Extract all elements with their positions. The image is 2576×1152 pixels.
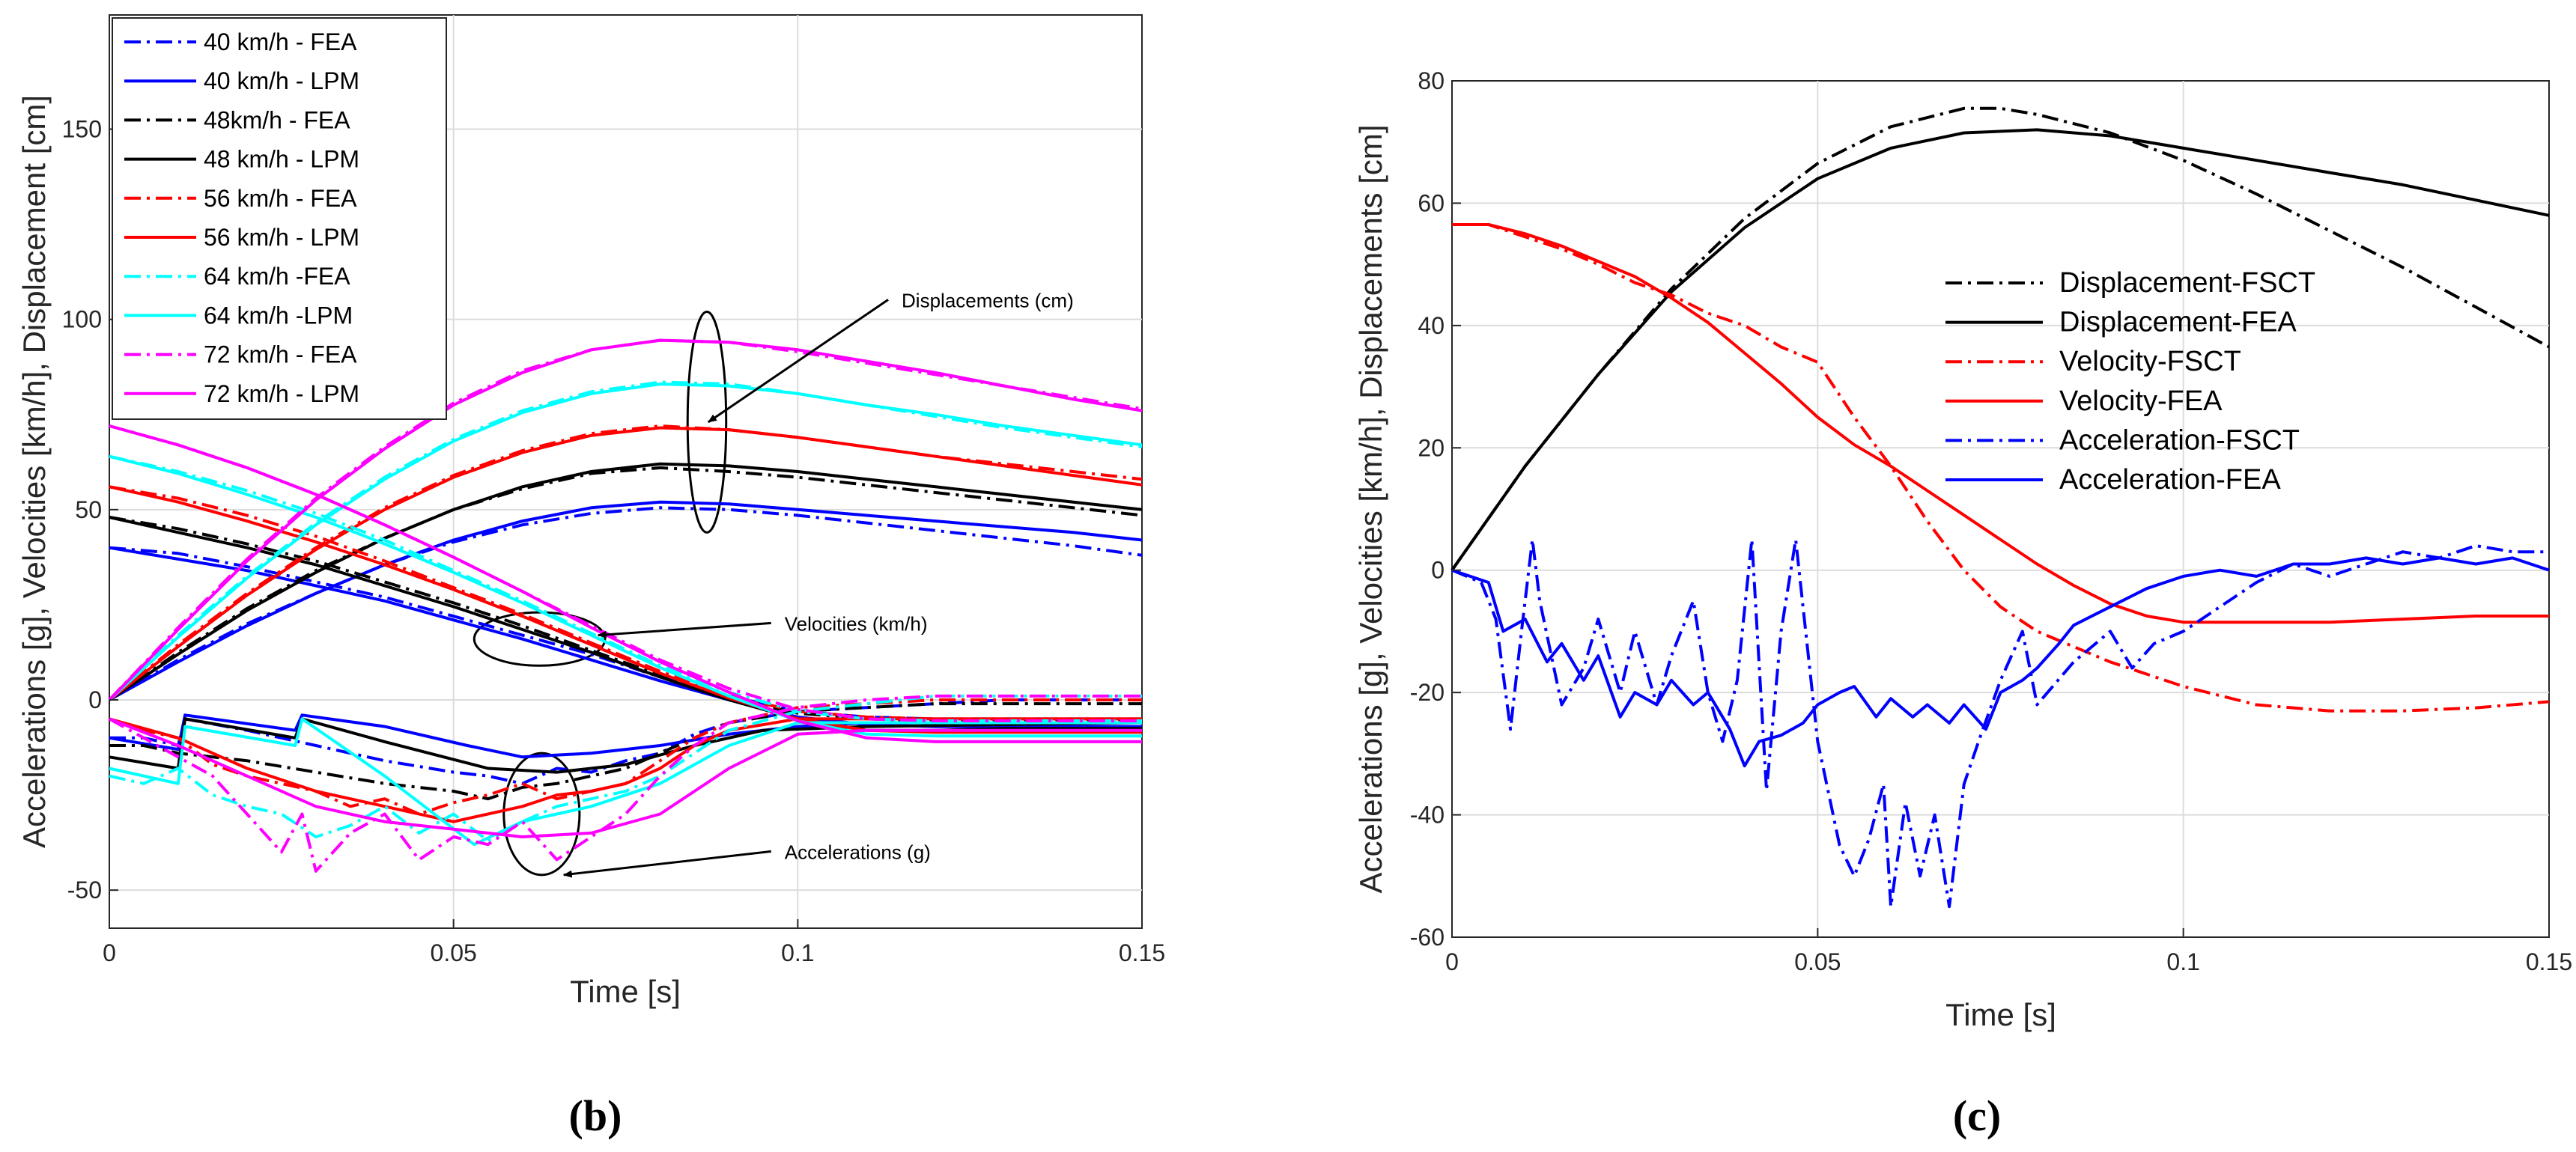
line-c-acceleration-fea: [1451, 556, 2550, 768]
line-b-disp-72-km-h-lpm: [108, 338, 1143, 701]
annotation-arrow-1: [597, 621, 771, 639]
chart-c-ytick-label: -20: [1410, 679, 1445, 706]
legend-b-label-0: 40 km/h - FEA: [204, 28, 357, 55]
line-b-acc-72-km-h-lpm: [109, 717, 1142, 838]
line-b-disp-48-km-h-lpm: [108, 462, 1143, 701]
chart-b-annotations: Displacements (cm) Velocities (km/h) Accel…: [562, 289, 1074, 878]
chart-c-legend: Displacement-FSCT Displacement-FEA Velocit…: [1945, 267, 2315, 496]
chart-b-xtick-label: 0.1: [781, 939, 814, 966]
chart-b-ticks: 0 0.05 0.1 0.15 -50 0 50 100 150: [62, 116, 1166, 967]
line-b-acc-72-km-h-fea: [109, 694, 1142, 873]
chart-c-background: [1451, 80, 2550, 938]
annotation-label-0: Displacements (cm): [902, 289, 1074, 311]
chart-c: 0 0.05 0.1 0.15 -60 -40 -20 0 20 40 60 80 Displacem…: [1353, 67, 2572, 1140]
chart-c-series: [1450, 106, 2550, 909]
legend-b-label-9: 72 km/h - LPM: [204, 380, 359, 407]
line-b-acc-64-km-h-fea: [109, 694, 1142, 843]
line-b-disp-40-km-h-lpm: [109, 500, 1143, 701]
annotation-ellipse-0: [686, 311, 728, 534]
chart-b-ytick-label: 100: [62, 306, 102, 333]
chart-b-xlabel: Time [s]: [570, 974, 681, 1009]
chart-c-xtick-label: 0.15: [2526, 948, 2572, 975]
chart-c-ytick-label: 20: [1418, 434, 1445, 461]
chart-b: Displacements (cm) Velocities (km/h) Accel…: [16, 14, 1166, 1140]
legend-b-label-7: 64 km/h -LPM: [204, 302, 353, 329]
legend-b-label-4: 56 km/h - FEA: [204, 185, 357, 212]
annotation-label-1: Velocities (km/h): [785, 612, 928, 635]
chart-c-xtick-label: 0.1: [2166, 948, 2199, 975]
chart-b-xtick-label: 0.05: [431, 939, 477, 966]
chart-b-ytick-label: 150: [62, 116, 102, 143]
chart-c-ylabel: Accelerations [g], Velocities [km/h], Di…: [1353, 124, 1388, 893]
chart-c-ytick-label: 80: [1418, 67, 1445, 94]
legend-c-label-1: Displacement-FEA: [2059, 307, 2297, 338]
legend-b-label-1: 40 km/h - LPM: [204, 67, 359, 94]
chart-b-series: [108, 338, 1143, 873]
chart-c-ytick-label: 0: [1431, 557, 1445, 584]
legend-b-label-6: 64 km/h -FEA: [204, 263, 350, 290]
chart-c-xtick-label: 0.05: [1794, 948, 1841, 975]
legend-b-label-8: 72 km/h - FEA: [204, 341, 357, 368]
annotation-arrow-2: [562, 850, 771, 878]
line-b-vel-64-km-h-lpm: [109, 454, 1142, 738]
chart-b-ytick-label: -50: [67, 877, 102, 903]
line-b-vel-56-km-h-fea: [109, 485, 1142, 721]
chart-b-ylabel: Accelerations [g], Velocities [km/h], Di…: [16, 95, 52, 848]
line-b-vel-72-km-h-lpm: [109, 424, 1142, 743]
legend-c-label-4: Acceleration-FSCT: [2059, 424, 2300, 456]
annotation-ellipse-2: [502, 752, 581, 877]
legend-b-label-5: 56 km/h - LPM: [204, 224, 359, 251]
annotation-label-2: Accelerations (g): [785, 841, 931, 863]
line-c-displacement-fea: [1450, 128, 2550, 571]
line-b-disp-64-km-h-fea: [108, 380, 1143, 701]
chart-b-ytick-label: 50: [75, 496, 102, 523]
legend-c-label-2: Velocity-FSCT: [2059, 346, 2241, 377]
chart-b-grid: [109, 15, 1142, 928]
line-c-acceleration-fsct: [1451, 537, 2549, 909]
chart-c-xtick-label: 0: [1445, 948, 1459, 975]
line-b-acc-56-km-h-lpm: [109, 717, 1142, 823]
chart-b-xtick-label: 0.15: [1119, 939, 1165, 966]
chart-c-ytick-label: 40: [1418, 312, 1445, 339]
legend-c-label-3: Velocity-FEA: [2059, 385, 2223, 417]
chart-c-ytick-label: -40: [1410, 802, 1445, 829]
annotation-arrow-0: [707, 299, 889, 424]
legend-c-label-5: Acceleration-FEA: [2059, 464, 2281, 496]
chart-b-xtick-label: 0: [103, 939, 116, 966]
chart-c-xlabel: Time [s]: [1945, 997, 2056, 1032]
legend-b-label-2: 48km/h - FEA: [204, 106, 350, 133]
line-b-disp-64-km-h-lpm: [108, 383, 1143, 701]
line-b-disp-56-km-h-fea: [108, 424, 1143, 701]
line-b-acc-48-km-h-lpm: [109, 717, 1143, 774]
chart-b-legend: 40 km/h - FEA 40 km/h - LPM 48km/h - FEA 48…: [112, 17, 447, 420]
line-b-disp-56-km-h-lpm: [108, 426, 1143, 701]
line-c-velocity-fsct: [1452, 223, 2550, 713]
chart-c-ytick-label: -60: [1410, 924, 1445, 951]
legend-b-label-3: 48 km/h - LPM: [204, 146, 359, 173]
chart-b-caption: (b): [569, 1091, 622, 1140]
line-c-velocity-fea: [1452, 223, 2549, 624]
chart-c-ytick-label: 60: [1418, 189, 1445, 216]
chart-b-ytick-label: 0: [88, 686, 102, 713]
line-b-disp-48km-h-fea: [108, 466, 1143, 701]
legend-c-label-0: Displacement-FSCT: [2059, 267, 2315, 299]
chart-c-caption: (c): [1953, 1091, 2001, 1140]
chart-c-ticks: 0 0.05 0.1 0.15 -60 -40 -20 0 20 40 60 80: [1410, 67, 2572, 975]
legend-b-box: [112, 17, 447, 420]
